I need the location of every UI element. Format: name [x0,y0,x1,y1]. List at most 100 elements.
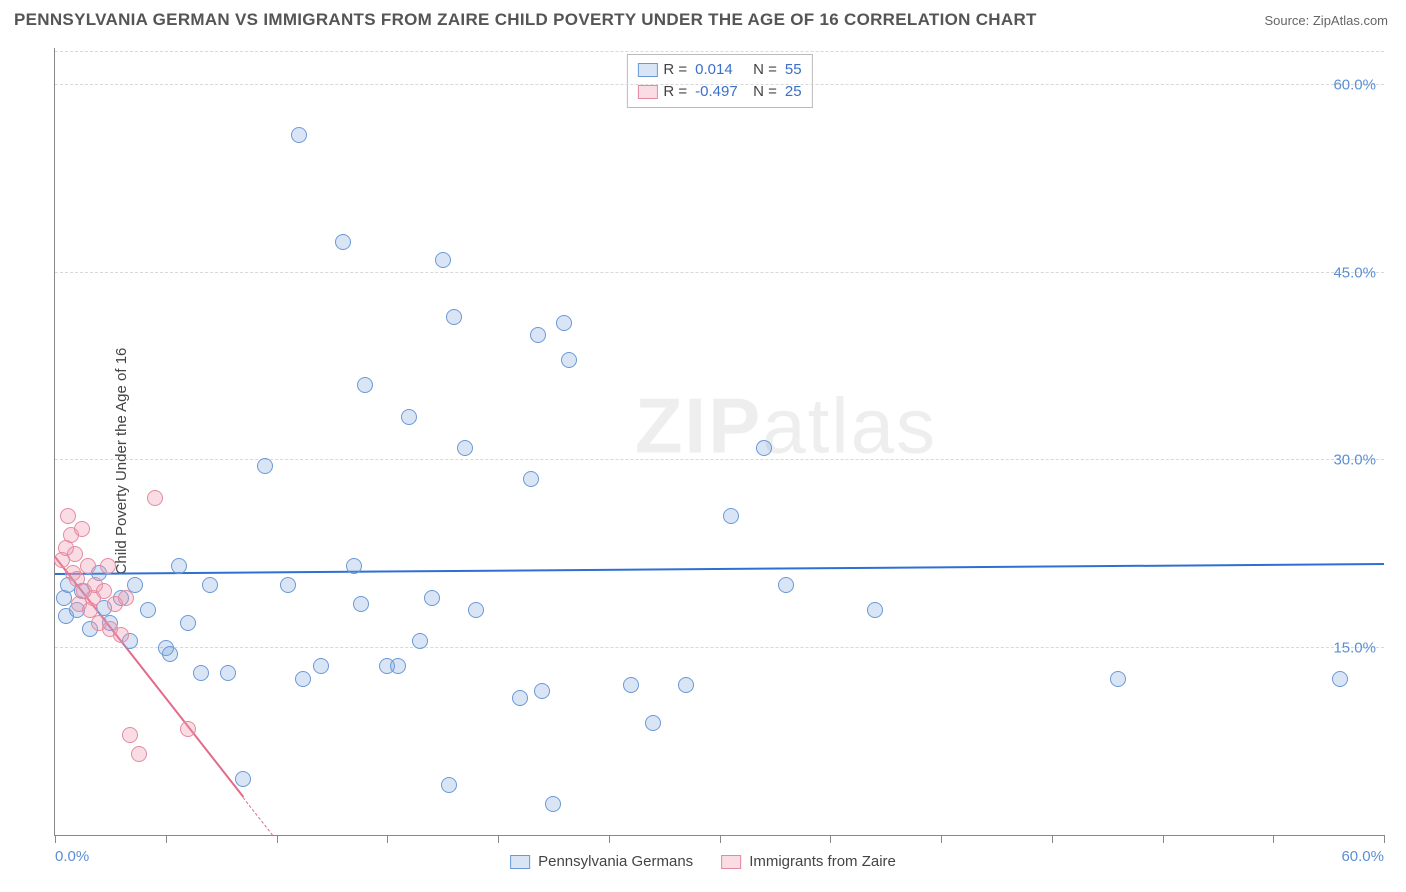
data-point [723,508,739,524]
x-tick [830,835,831,843]
gridline [55,647,1384,648]
y-tick-label: 30.0% [1333,452,1376,469]
legend-swatch-icon [510,855,530,869]
data-point [257,458,273,474]
y-tick-label: 45.0% [1333,264,1376,281]
data-point [220,665,236,681]
legend-swatch-icon [637,63,657,77]
data-point [435,252,451,268]
correlation-legend: R = 0.014 N = 55 R = -0.497 N = 25 [626,54,812,108]
gridline [55,459,1384,460]
data-point [202,577,218,593]
data-point [357,377,373,393]
data-point [118,590,134,606]
watermark-suffix: atlas [762,381,937,469]
data-point [457,440,473,456]
x-tick [166,835,167,843]
data-point [80,558,96,574]
data-point [295,671,311,687]
data-point [512,690,528,706]
data-point [113,627,129,643]
data-point [180,721,196,737]
data-point [67,546,83,562]
data-point [291,127,307,143]
legend-item: Pennsylvania Germans [510,853,693,870]
chart-container: Child Poverty Under the Age of 16 ZIPatl… [14,40,1392,882]
data-point [424,590,440,606]
data-point [441,777,457,793]
trend-line-extrapolated [243,797,273,835]
data-point [468,602,484,618]
source-attribution: Source: ZipAtlas.com [1264,13,1388,28]
gridline [55,84,1384,85]
legend-label: Pennsylvania Germans [538,853,693,870]
series-legend: Pennsylvania Germans Immigrants from Zai… [510,853,896,870]
legend-swatch-icon [637,85,657,99]
data-point [556,315,572,331]
data-point [193,665,209,681]
x-tick [609,835,610,843]
x-tick [941,835,942,843]
x-tick [1052,835,1053,843]
data-point [1332,671,1348,687]
data-point [390,658,406,674]
x-tick [387,835,388,843]
chart-title: PENNSYLVANIA GERMAN VS IMMIGRANTS FROM Z… [14,10,1037,30]
n-value: 55 [785,59,802,81]
trend-line [55,563,1384,575]
data-point [100,558,116,574]
plot-area: ZIPatlas R = 0.014 N = 55 R = -0.497 N =… [54,48,1384,836]
data-point [412,633,428,649]
data-point [401,409,417,425]
data-point [353,596,369,612]
data-point [122,727,138,743]
data-point [867,602,883,618]
data-point [180,615,196,631]
x-tick [498,835,499,843]
x-tick [720,835,721,843]
data-point [313,658,329,674]
r-label: R = [663,59,687,81]
x-tick [1163,835,1164,843]
n-label: N = [753,59,777,81]
data-point [171,558,187,574]
legend-label: Immigrants from Zaire [749,853,896,870]
legend-row: R = 0.014 N = 55 [637,59,801,81]
legend-item: Immigrants from Zaire [721,853,896,870]
gridline [55,51,1384,52]
data-point [678,677,694,693]
data-point [147,490,163,506]
y-tick-label: 15.0% [1333,639,1376,656]
x-tick-label: 0.0% [55,848,89,865]
data-point [60,508,76,524]
x-tick [55,835,56,843]
data-point [545,796,561,812]
data-point [446,309,462,325]
watermark: ZIPatlas [635,380,937,471]
gridline [55,272,1384,273]
data-point [523,471,539,487]
data-point [756,440,772,456]
data-point [140,602,156,618]
data-point [280,577,296,593]
data-point [235,771,251,787]
x-tick [1384,835,1385,843]
data-point [1110,671,1126,687]
data-point [335,234,351,250]
data-point [778,577,794,593]
data-point [346,558,362,574]
x-tick-label: 60.0% [1341,848,1384,865]
data-point [623,677,639,693]
data-point [162,646,178,662]
legend-swatch-icon [721,855,741,869]
data-point [561,352,577,368]
data-point [530,327,546,343]
data-point [645,715,661,731]
x-tick [277,835,278,843]
y-tick-label: 60.0% [1333,77,1376,94]
data-point [131,746,147,762]
data-point [534,683,550,699]
x-tick [1273,835,1274,843]
data-point [74,521,90,537]
r-value: 0.014 [695,59,747,81]
